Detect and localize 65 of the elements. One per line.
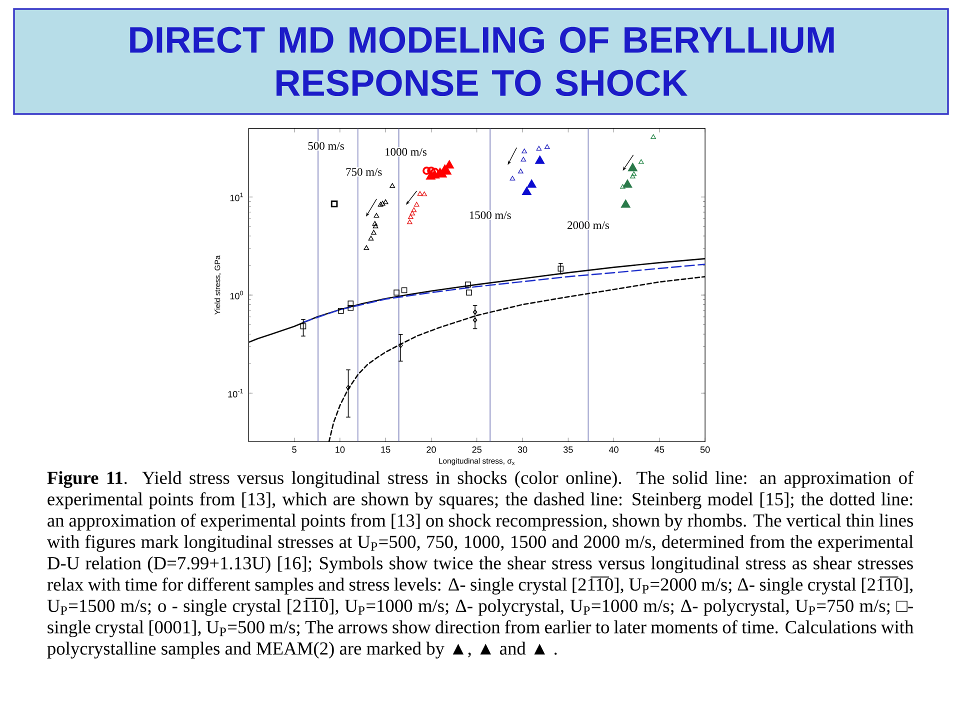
- x-tick-label: 5: [292, 446, 296, 453]
- x-tick-label: 10: [336, 446, 345, 453]
- point: [628, 162, 638, 172]
- point: [346, 384, 350, 390]
- point: [417, 191, 423, 196]
- point: [380, 200, 386, 206]
- point: [620, 184, 626, 189]
- point: [422, 191, 427, 196]
- point: [620, 199, 630, 208]
- point: [300, 323, 306, 330]
- point: [510, 176, 516, 181]
- ref-line-label: 1000 m/s: [386, 148, 427, 156]
- point: [522, 186, 532, 196]
- point: [364, 245, 370, 250]
- point: [544, 144, 550, 149]
- x-tick-label: 25: [472, 446, 482, 453]
- point: [622, 179, 632, 188]
- text: Figure 11. Yield stress versus longitudinal stress in shocks (color online). The solid line: an approximation of experimental points from [13], which are shown by squares; the dashed line: Steinberg model [15]; the dotted line: an approximation of experimental points from [13] on shock recompression, shown by rhombs. The vertical thin lines with figures mark longitudinal stresses at U$_{P}$=500, 750, 1000, 1500 and 2000 m/s, determined from the experimental D-U relation (D=7.99+1.13U) [16]; Symbols show twice the shear stress versus longitudinal stress as shear stresses relax with time for different samples and stress levels: Δ- single crystal [21̅1̅0], U$_{P}$=2000 m/s; Δ- single crystal [21̅1̅0], U$_{P}$=1500 m/s; o - single crystal [21̅1̅0], U$_{P}$=1000 m/s; Δ- polycrystal, U$_{P}$=1000 m/s; Δ- polycrystal, U$_{P}$=750 m/s; □- single crystal [0001], U$_{P}$=500 m/s; The arrows show direction from earlier to later moments of time. Calculations with polycrystalline samples and MEAM(2) are marked by ▲, ▲ and ▲ .: [46, 470, 914, 659]
- chart-title: DIRECT MD MODELING OF BERYLLIUM RESPONSE TO SHOCK: [130, 26, 834, 96]
- point: [630, 174, 636, 178]
- point: [522, 148, 528, 154]
- point: [382, 199, 388, 204]
- ref-line-label: 500 m/s: [308, 142, 344, 150]
- point: [650, 134, 656, 139]
- x-tick-label: 35: [563, 446, 573, 453]
- point: [390, 183, 396, 188]
- ref-line-label: 1500 m/s: [470, 211, 511, 220]
- point: [631, 171, 637, 176]
- y-tick-label: 10$^{1}$: [230, 192, 243, 202]
- point: [374, 212, 380, 218]
- x-tick-label: 50: [700, 446, 710, 453]
- ref-line-label: 2000 m/s: [568, 221, 609, 230]
- point: [526, 179, 536, 188]
- point: [472, 317, 478, 323]
- point: [427, 166, 436, 175]
- point: [410, 210, 416, 216]
- y-tick-label: 10$^{0}$: [230, 290, 244, 300]
- point: [378, 202, 384, 207]
- point: [426, 171, 436, 180]
- point: [408, 214, 414, 220]
- point: [401, 287, 408, 294]
- point: [536, 146, 542, 151]
- point: [520, 156, 526, 162]
- point: [368, 236, 374, 240]
- point: [472, 309, 478, 315]
- point: [398, 342, 403, 348]
- x-tick-label: 45: [654, 446, 664, 453]
- x-tick-label: 20: [426, 446, 436, 453]
- x-tick-label: 15: [381, 446, 390, 453]
- x-tick-label: 40: [608, 446, 618, 453]
- point: [411, 207, 417, 212]
- point: [414, 202, 420, 207]
- point: [371, 230, 376, 235]
- x-tick-label: 30: [518, 446, 528, 453]
- point: [372, 223, 378, 228]
- point: [330, 200, 338, 208]
- point: [535, 155, 545, 164]
- point: [407, 219, 412, 224]
- y-tick-label: 10$^{-1}$: [228, 388, 243, 398]
- point: [372, 220, 378, 226]
- ref-line-label: 750 m/s: [346, 168, 382, 176]
- point: [638, 159, 644, 164]
- line-series: [302, 264, 706, 323]
- point: [422, 166, 431, 175]
- point: [518, 168, 524, 174]
